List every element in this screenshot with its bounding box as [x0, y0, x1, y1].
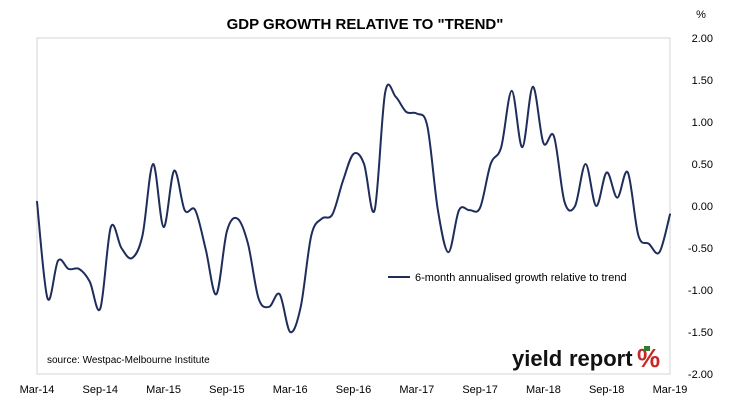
brand-percent-accent — [644, 346, 650, 351]
source-note: source: Westpac-Melbourne Institute — [47, 355, 210, 366]
brand-name-yield: yield — [512, 346, 562, 371]
legend: 6-month annualised growth relative to tr… — [388, 272, 627, 284]
y-tick-label: -1.00 — [688, 285, 713, 297]
unit-label: % — [696, 9, 706, 21]
x-tick-label: Mar-19 — [653, 384, 688, 396]
brand-percent-symbol: % — [637, 343, 660, 373]
x-tick-label: Sep-16 — [336, 384, 371, 396]
y-tick-label: 1.50 — [692, 75, 713, 87]
y-tick-label: 0.50 — [692, 159, 713, 171]
x-tick-label: Mar-16 — [273, 384, 308, 396]
x-tick-label: Sep-15 — [209, 384, 244, 396]
x-tick-label: Mar-17 — [399, 384, 434, 396]
y-tick-label: -0.50 — [688, 243, 713, 255]
x-tick-label: Mar-18 — [526, 384, 561, 396]
x-tick-label: Sep-14 — [83, 384, 118, 396]
brand-name-report: report — [569, 346, 633, 371]
x-axis-ticks: Mar-14 Sep-14 Mar-15 Sep-15 Mar-16 Sep-16 Mar-… — [20, 384, 688, 396]
x-tick-label: Mar-14 — [20, 384, 55, 396]
y-tick-label: -1.50 — [688, 327, 713, 339]
y-tick-label: -2.00 — [688, 369, 713, 381]
chart-title: GDP GROWTH RELATIVE TO "TREND" — [227, 16, 504, 33]
brand-logo: yield report % — [512, 343, 660, 373]
y-tick-label: 1.00 — [692, 117, 713, 129]
x-tick-label: Sep-18 — [589, 384, 624, 396]
series-line — [36, 83, 671, 334]
y-tick-label: 0.00 — [692, 201, 713, 213]
x-tick-label: Mar-15 — [146, 384, 181, 396]
x-tick-label: Sep-17 — [462, 384, 497, 396]
legend-label: 6-month annualised growth relative to tr… — [415, 272, 627, 284]
y-tick-label: 2.00 — [692, 33, 713, 45]
y-axis-ticks: 2.00 1.50 1.00 0.50 0.00 -0.50 -1.00 -1.50 -2.00 — [688, 33, 713, 381]
